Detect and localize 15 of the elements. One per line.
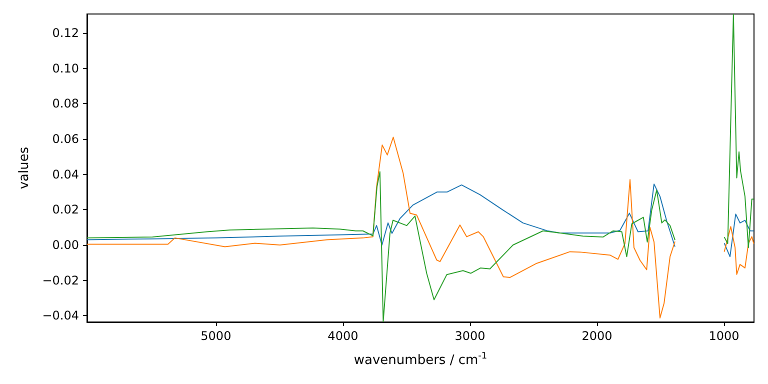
y-tick-label: 0.00 bbox=[52, 238, 79, 252]
x-tick-label: 4000 bbox=[328, 329, 358, 343]
x-tick-label: 1000 bbox=[708, 329, 740, 343]
y-tick-label: −0.04 bbox=[42, 308, 79, 323]
y-tick-label: 0.08 bbox=[52, 96, 79, 111]
x-tick-label: 3000 bbox=[454, 329, 486, 343]
x-tick-label: 2000 bbox=[582, 329, 612, 343]
x-tick-label: 5000 bbox=[200, 329, 232, 343]
y-axis-title: values bbox=[17, 146, 32, 190]
y-tick-label: 0.12 bbox=[52, 26, 79, 40]
y-tick-label: 0.06 bbox=[52, 132, 79, 146]
y-tick-label: −0.02 bbox=[42, 273, 79, 288]
y-tick-label: 0.02 bbox=[52, 202, 79, 217]
y-tick-label: 0.10 bbox=[52, 61, 79, 76]
y-tick-label: 0.04 bbox=[52, 167, 79, 182]
